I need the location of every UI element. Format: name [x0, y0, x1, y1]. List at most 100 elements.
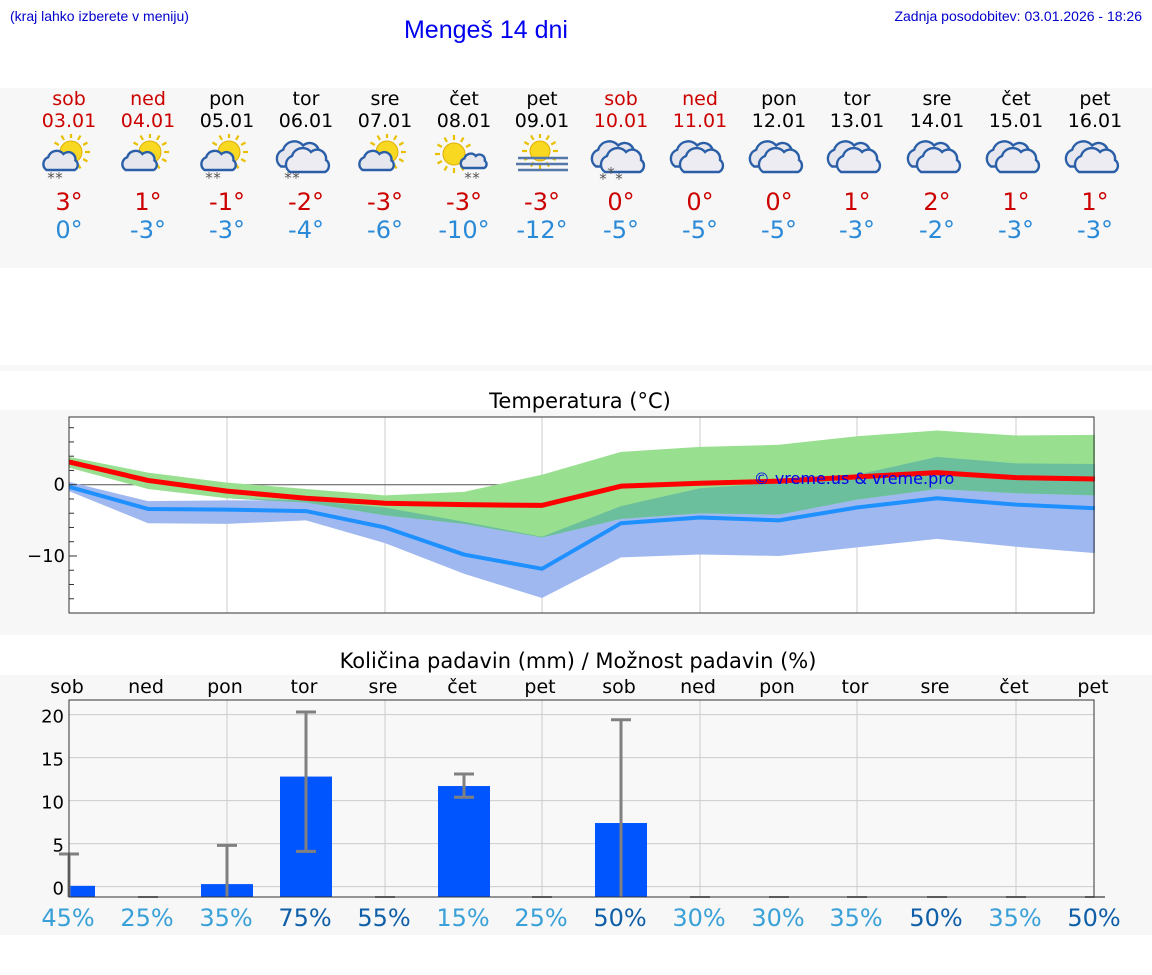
- partly-sunny-snow-icon: * *: [200, 134, 248, 186]
- max-temperature: 1°: [843, 188, 871, 216]
- day-date: 13.01: [829, 110, 885, 132]
- day-name: sob: [604, 88, 638, 110]
- precip-day-label: sre: [921, 676, 950, 698]
- precip-probability: 35%: [988, 904, 1041, 932]
- forecast-day: sre 14.01 2° -2°: [892, 88, 982, 244]
- max-temperature: 2°: [923, 188, 951, 216]
- svg-text:*: *: [599, 170, 607, 186]
- precip-day-label: tor: [291, 676, 318, 698]
- max-range-band: [69, 430, 1095, 538]
- separator-band: [0, 365, 1152, 371]
- max-temperature: 0°: [765, 188, 793, 216]
- day-date: 09.01: [514, 110, 570, 132]
- temperature-chart: Temperatura (°C) 0 −10 © vreme.us & vreme…: [27, 389, 1096, 614]
- precipitation-chart-title: Količina padavin (mm) / Možnost padavin …: [340, 649, 817, 673]
- day-name: tor: [843, 88, 871, 110]
- y-tick-label: 0: [53, 879, 64, 900]
- day-date: 08.01: [436, 110, 492, 132]
- day-date: 12.01: [751, 110, 807, 132]
- y-tick-label: 0: [54, 475, 65, 496]
- max-temperature: 0°: [607, 188, 635, 216]
- max-temperature: 0°: [686, 188, 714, 216]
- temperature-frame: [68, 416, 1095, 614]
- min-temperature: -6°: [367, 216, 403, 244]
- svg-text:*: *: [607, 164, 615, 182]
- day-name: ned: [682, 88, 718, 110]
- svg-text:*: *: [205, 169, 213, 186]
- precip-bar: [69, 885, 95, 897]
- min-temperature: -2°: [919, 216, 955, 244]
- precip-day-label: pon: [759, 676, 795, 698]
- precip-day-label: pet: [524, 676, 555, 698]
- precip-day-label: sre: [369, 676, 398, 698]
- day-name: sre: [370, 88, 400, 110]
- precip-probability: 55%: [357, 904, 410, 932]
- location-menu-note: (kraj lahko izberete v meniju): [10, 8, 189, 24]
- max-temperature: -3°: [446, 188, 482, 216]
- forecast-day: sob 03.01 * * 3° 0°: [24, 88, 114, 244]
- day-date: 14.01: [909, 110, 965, 132]
- precipitation-axis: 0 5 10 15 20: [41, 699, 1095, 900]
- forecast-day: tor 13.01 1° -3°: [812, 88, 902, 244]
- max-temperature: -3°: [524, 188, 560, 216]
- min-temperature: -10°: [438, 216, 490, 244]
- precip-day-label: sob: [602, 676, 636, 698]
- sun-fog-icon: [516, 134, 568, 172]
- cloudy-snow-icon: * *: [275, 140, 331, 186]
- y-tick-label: 20: [41, 707, 64, 728]
- precip-probability: 45%: [41, 904, 94, 932]
- forecast-day: pet 16.01 1° -3°: [1050, 88, 1140, 244]
- max-temperature-line: [68, 459, 1096, 508]
- min-temperature: -12°: [516, 216, 568, 244]
- svg-text:*: *: [55, 169, 63, 186]
- partly-sunny-icon: [121, 134, 169, 172]
- forecast-day: pon 05.01 * * -1° -3°: [182, 88, 272, 244]
- forecast-day: tor 06.01 * * -2° -4°: [261, 88, 351, 244]
- precip-probability: 25%: [514, 904, 567, 932]
- day-name: pet: [526, 88, 558, 110]
- max-temperature: -2°: [288, 188, 324, 216]
- daily-forecast: sob 03.01 * * 3° 0° ned 04.01 1° -3° pon 05.01 * * -1°…: [0, 88, 1152, 268]
- min-temperature-line: [68, 484, 1096, 571]
- min-temperature: -5°: [761, 216, 797, 244]
- watermark: © vreme.us & vreme.pro: [754, 469, 955, 488]
- partly-sunny-icon: [358, 134, 406, 172]
- day-date: 16.01: [1067, 110, 1123, 132]
- forecast-day: ned 04.01 1° -3°: [103, 88, 193, 244]
- min-temperature: -3°: [1077, 216, 1113, 244]
- precip-probability: 25%: [120, 904, 173, 932]
- min-temperature: -3°: [998, 216, 1034, 244]
- forecast-band: [0, 88, 1152, 268]
- min-temperature: -3°: [130, 216, 166, 244]
- precip-probability: 35%: [829, 904, 882, 932]
- precip-day-label: čet: [447, 676, 477, 698]
- precip-day-label: čet: [999, 676, 1029, 698]
- y-tick-label: −10: [27, 546, 65, 567]
- max-temperature: 1°: [1081, 188, 1109, 216]
- cloudy-icon: [748, 140, 804, 174]
- max-temperature: 1°: [1002, 188, 1030, 216]
- cloudy-icon: [985, 140, 1041, 174]
- day-name: ned: [130, 88, 166, 110]
- min-temperature: -3°: [209, 216, 245, 244]
- precipitation-frame: [68, 699, 1095, 898]
- precip-probability: 30%: [672, 904, 725, 932]
- forecast-day: pet 09.01 -3° -12°: [497, 88, 587, 244]
- precip-day-label: ned: [128, 676, 164, 698]
- day-name: čet: [449, 88, 479, 110]
- temperature-axis: 0 −10: [27, 416, 1095, 614]
- precip-day-label: tor: [842, 676, 869, 698]
- day-name: pon: [761, 88, 797, 110]
- partly-sunny-snow-icon: * *: [42, 134, 90, 186]
- cloudy-icon: [1064, 140, 1120, 174]
- temperature-lines: [68, 459, 1096, 571]
- svg-text:*: *: [464, 169, 472, 186]
- forecast-day: čet 15.01 1° -3°: [971, 88, 1061, 244]
- day-date: 04.01: [120, 110, 176, 132]
- min-temperature: -3°: [839, 216, 875, 244]
- svg-text:*: *: [472, 169, 480, 186]
- day-name: pon: [209, 88, 245, 110]
- precip-day-label: ned: [680, 676, 716, 698]
- last-updated: Zadnja posodobitev: 03.01.2026 - 18:26: [894, 8, 1142, 24]
- max-temperature: 1°: [134, 188, 162, 216]
